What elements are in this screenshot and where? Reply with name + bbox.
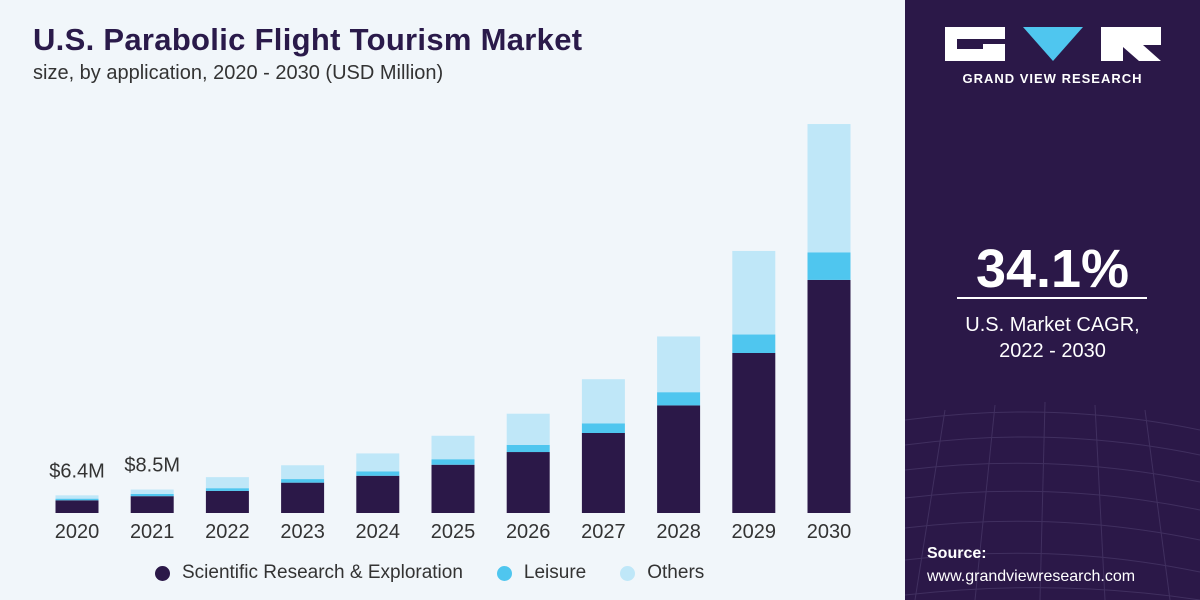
sidebar-background-grid [905,401,1200,600]
bar-2025-leisure [431,459,475,465]
source-label: Source: [927,545,987,562]
bar-2030-others [807,124,851,253]
data-label-2020: $6.4M [49,460,105,482]
legend-item-others: Others [620,562,704,584]
bar-2021-scientific-research-exploration [130,496,174,513]
x-tick-label-2030: 2030 [807,521,852,543]
x-tick-label-2021: 2021 [130,521,175,543]
bar-2023-leisure [281,479,325,483]
chart-legend: Scientific Research & Exploration Leisur… [155,562,738,584]
bar-2029-others [732,250,776,335]
bar-2025-others [431,435,475,460]
bar-2025-scientific-research-exploration [431,464,475,513]
cagr-divider [957,297,1147,299]
brand-name: GRAND VIEW RESEARCH [962,71,1143,86]
bar-2027-scientific-research-exploration [581,433,625,513]
legend-swatch-scientific [155,565,170,581]
bar-2024-others [356,453,400,472]
legend-swatch-leisure [496,565,512,581]
x-tick-label-2024: 2024 [356,521,401,543]
x-tick-label-2028: 2028 [656,521,701,543]
bar-2022-scientific-research-exploration [205,490,249,513]
x-tick-label-2022: 2022 [205,521,250,543]
bar-2020-leisure [55,498,99,501]
bar-2022-others [205,477,249,489]
bar-2024-scientific-research-exploration [356,475,400,513]
legend-swatch-others [620,565,636,581]
legend-label-leisure: Leisure [523,562,587,583]
cagr-label-line2: 2022 - 2030 [999,340,1106,362]
bar-2024-leisure [356,471,400,476]
data-label-2021: $8.5M [124,455,180,477]
bar-2028-leisure [657,392,701,406]
gvr-logo [945,27,1161,61]
bar-2028-others [657,336,701,393]
x-tick-label-2025: 2025 [431,521,476,543]
bar-2030-scientific-research-exploration [807,279,851,513]
cagr-value: 34.1% [975,239,1130,299]
bar-2026-scientific-research-exploration [506,452,550,513]
chart-panel: U.S. Parabolic Flight Tourism Market siz… [33,22,852,584]
legend-label-others: Others [647,562,705,583]
chart-title: U.S. Parabolic Flight Tourism Market [33,22,583,57]
source-url[interactable]: www.grandviewresearch.com [927,568,1136,585]
chart-subtitle: size, by application, 2020 - 2030 (USD M… [33,62,444,84]
sidebar-panel: GRAND VIEW RESEARCH 34.1% U.S. Market CA… [905,0,1200,600]
bar-2021-others [130,489,174,494]
bar-2023-scientific-research-exploration [281,482,325,513]
bar-2020-scientific-research-exploration [55,500,99,513]
x-tick-label-2020: 2020 [55,521,100,543]
x-tick-label-2027: 2027 [581,521,626,543]
cagr-label-line1: U.S. Market CAGR, [965,314,1140,336]
bar-2020-others [55,495,99,499]
bar-2029-scientific-research-exploration [732,353,776,513]
bar-2028-scientific-research-exploration [657,405,701,513]
legend-item-scientific: Scientific Research & Exploration [155,562,463,584]
cagr-label: U.S. Market CAGR, 2022 - 2030 [905,312,1200,364]
x-tick-label-2029: 2029 [732,521,777,543]
x-tick-label-2023: 2023 [280,521,325,543]
bar-2027-leisure [581,423,625,433]
bar-2026-leisure [506,444,550,453]
bar-2023-others [281,465,325,480]
stacked-bar-chart: 2020 2021 2022 2023 2024 2025 2026 2027 2028 2029… [49,124,852,543]
bar-2026-others [506,413,550,445]
x-tick-label-2026: 2026 [506,521,551,543]
legend-item-leisure: Leisure [496,562,587,584]
bar-2021-leisure [130,493,174,497]
bar-2022-leisure [205,488,249,491]
bar-2029-leisure [732,334,776,353]
bar-2030-leisure [807,252,851,280]
bar-2027-others [581,379,625,424]
legend-label-scientific: Scientific Research & Exploration [182,562,463,583]
